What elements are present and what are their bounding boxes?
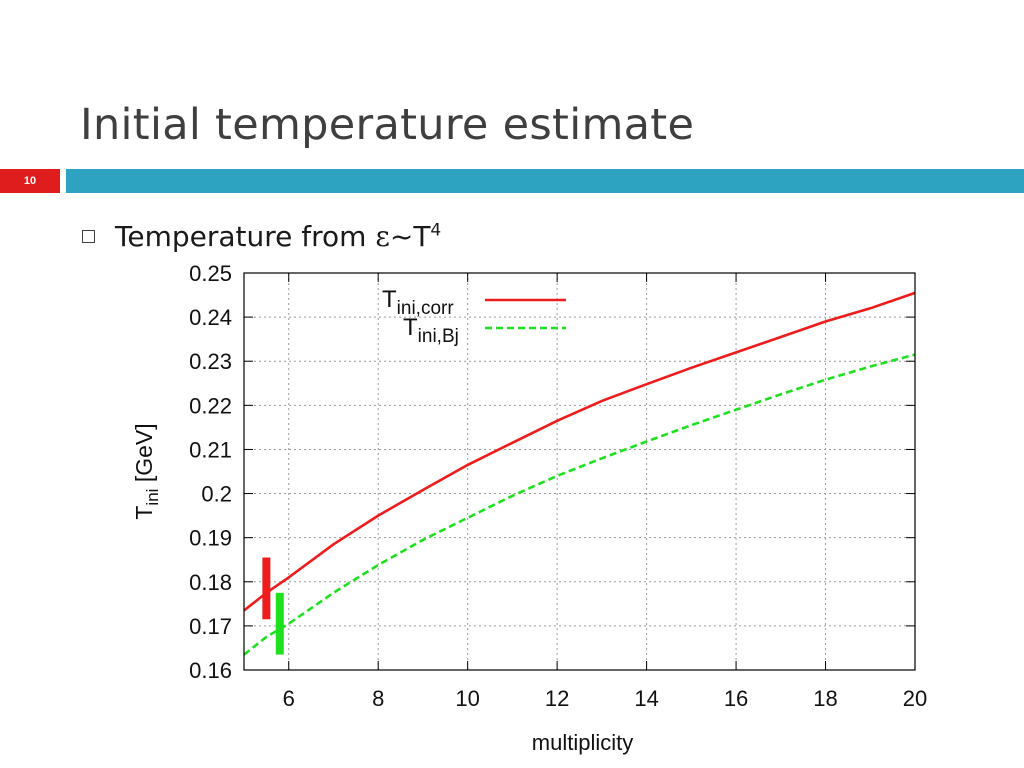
error-bar-ini-corr <box>262 557 271 620</box>
y-tick-label: 0.18 <box>189 570 232 595</box>
x-tick-label: 8 <box>372 686 384 711</box>
y-tick-label: 0.16 <box>189 658 232 683</box>
legend-label-ini-corr: Tini,corr <box>382 286 454 319</box>
y-tick-label: 0.19 <box>189 526 232 551</box>
bullet-item: Temperature from ε~T4 <box>82 218 441 254</box>
square-bullet-icon <box>82 229 95 243</box>
x-axis-label: multiplicity <box>532 730 633 755</box>
series-layer <box>243 291 916 656</box>
tick-layer: 6 8 10 12 14 16 18 20 0.16 0.17 0.18 0.19 0.2 0.21 0.2… <box>189 261 927 711</box>
plot-frame <box>243 272 916 671</box>
tilde-symbol: ~ <box>389 219 414 253</box>
series-line-ini-corr <box>243 291 916 612</box>
x-tick-label: 14 <box>634 686 658 711</box>
y-axis-label-sub: ini <box>143 489 162 506</box>
epsilon-symbol: ε <box>375 219 390 253</box>
y-tick-label: 0.24 <box>189 305 232 330</box>
x-tick-label: 6 <box>283 686 295 711</box>
bullet-prefix: Temperature from <box>115 219 376 253</box>
y-axis-label: Tini [GeV] <box>131 423 162 519</box>
legend-label-main: T <box>403 314 418 341</box>
y-axis-label-unit: [GeV] <box>131 423 157 488</box>
y-tick-label: 0.2 <box>201 482 232 507</box>
legend-label-main: T <box>382 286 397 313</box>
x-tick-label: 18 <box>813 686 837 711</box>
x-tick-label: 12 <box>545 686 569 711</box>
y-tick-label: 0.17 <box>189 614 232 639</box>
error-bar-layer <box>262 557 284 655</box>
error-bar-ini-bj <box>275 592 284 655</box>
exponent: 4 <box>430 220 442 241</box>
bullet-text: Temperature from ε~T4 <box>115 220 441 253</box>
x-tick-label: 10 <box>455 686 479 711</box>
title-accent-bar <box>66 169 1024 193</box>
x-tick-label: 16 <box>724 686 748 711</box>
x-tick-label: 20 <box>903 686 927 711</box>
slide-title: Initial temperature estimate <box>80 100 695 150</box>
legend-label-sub: ini,corr <box>397 298 455 319</box>
y-tick-label: 0.23 <box>189 349 232 374</box>
legend-label-ini-bj: Tini,Bj <box>403 314 459 347</box>
series-line-ini-bj <box>243 353 916 656</box>
grid-layer <box>244 273 915 670</box>
y-tick-label: 0.25 <box>189 261 232 286</box>
legend-label-sub: ini,Bj <box>418 326 459 347</box>
y-axis-label-main: T <box>131 506 157 520</box>
y-tick-label: 0.21 <box>189 437 232 462</box>
y-tick-label: 0.22 <box>189 393 232 418</box>
temperature-symbol: T <box>413 219 431 253</box>
page-number-badge: 10 <box>0 169 60 193</box>
